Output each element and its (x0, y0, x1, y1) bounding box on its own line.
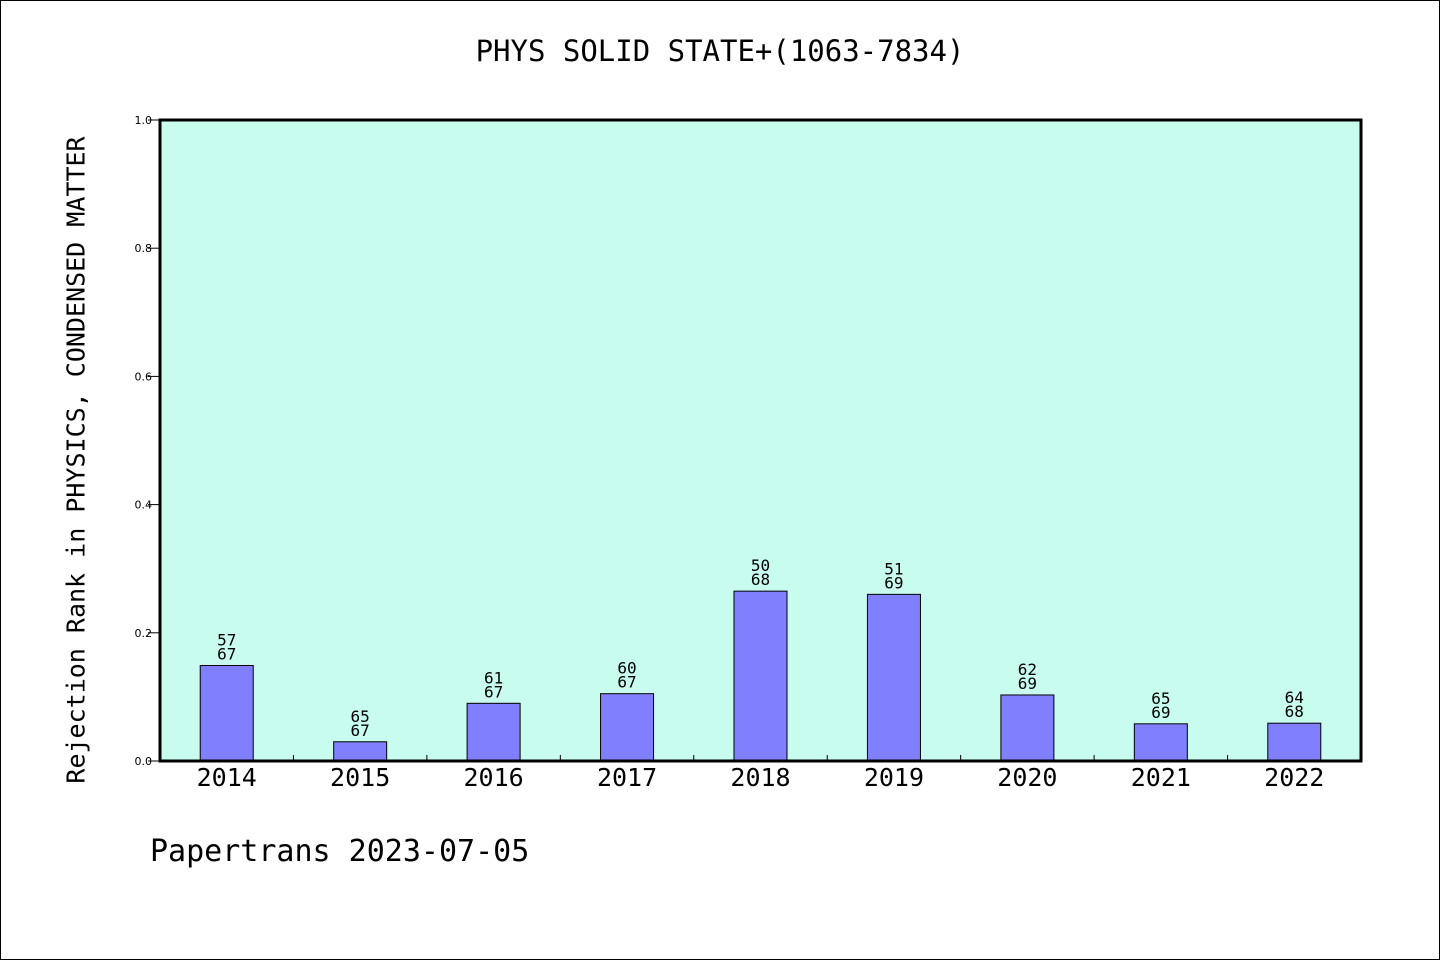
x-tick-label-2015: 2015 (330, 763, 390, 792)
x-tick-label-2014: 2014 (197, 763, 257, 792)
data-label-top-2021: 65 (1151, 689, 1170, 708)
bar-2016 (466, 702, 521, 762)
x-tick-label-2018: 2018 (730, 763, 790, 792)
data-label-bottom-2014: 67 (217, 644, 236, 663)
x-tick-label-2020: 2020 (997, 763, 1057, 792)
data-label-top-2015: 65 (351, 707, 370, 726)
x-tick-label-2019: 2019 (864, 763, 924, 792)
bars-group (199, 590, 1322, 762)
data-label-top-2022: 64 (1285, 688, 1304, 707)
y-tick-label-0.8: 0.8 (135, 242, 153, 255)
data-label-bottom-2021: 69 (1151, 703, 1170, 722)
data-label-bottom-2018: 68 (751, 570, 770, 589)
data-label-top-2018: 50 (751, 556, 770, 575)
bar-2022 (1267, 722, 1322, 762)
x-tick-label-2022: 2022 (1264, 763, 1324, 792)
y-tick-label-0.2: 0.2 (135, 627, 153, 640)
data-label-bottom-2019: 69 (884, 573, 903, 592)
data-label-top-2019: 51 (884, 559, 903, 578)
data-label-top-2017: 60 (617, 659, 636, 678)
bar-2017 (600, 693, 655, 762)
plot-border (158, 118, 1363, 763)
bar-2020 (1000, 694, 1055, 762)
x-tick-label-2021: 2021 (1131, 763, 1191, 792)
bar-2015 (333, 741, 388, 762)
chart-title: PHYS SOLID STATE+(1063-7834) (475, 34, 965, 68)
y-tick-label-0.4: 0.4 (135, 499, 153, 512)
bar-2018 (733, 590, 788, 762)
data-label-bottom-2022: 68 (1285, 702, 1304, 721)
y-tick-label-0.6: 0.6 (135, 370, 153, 383)
data-label-bottom-2016: 67 (484, 682, 503, 701)
data-label-top-2014: 57 (217, 630, 236, 649)
bar-2021 (1133, 723, 1188, 762)
bar-2019 (866, 593, 921, 762)
y-tick-label-0.0: 0.0 (135, 755, 153, 768)
bar-2014 (199, 664, 254, 762)
y-tick-label-1.0: 1.0 (135, 114, 153, 127)
y-ticks-group: 0.0 0.2 0.4 0.6 0.8 1.0 (135, 114, 160, 768)
footer-source-date: Papertrans 2023-07-05 (150, 834, 530, 869)
data-label-bottom-2020: 69 (1018, 674, 1037, 693)
data-label-bottom-2015: 67 (351, 721, 370, 740)
data-label-bottom-2017: 67 (617, 673, 636, 692)
data-label-top-2020: 62 (1018, 660, 1037, 679)
x-ticks-group: 2014 2015 2016 2017 2018 2019 2020 2021 2022 (197, 755, 1324, 792)
x-tick-label-2017: 2017 (597, 763, 657, 792)
x-tick-label-2016: 2016 (464, 763, 524, 792)
data-label-top-2016: 61 (484, 668, 503, 687)
